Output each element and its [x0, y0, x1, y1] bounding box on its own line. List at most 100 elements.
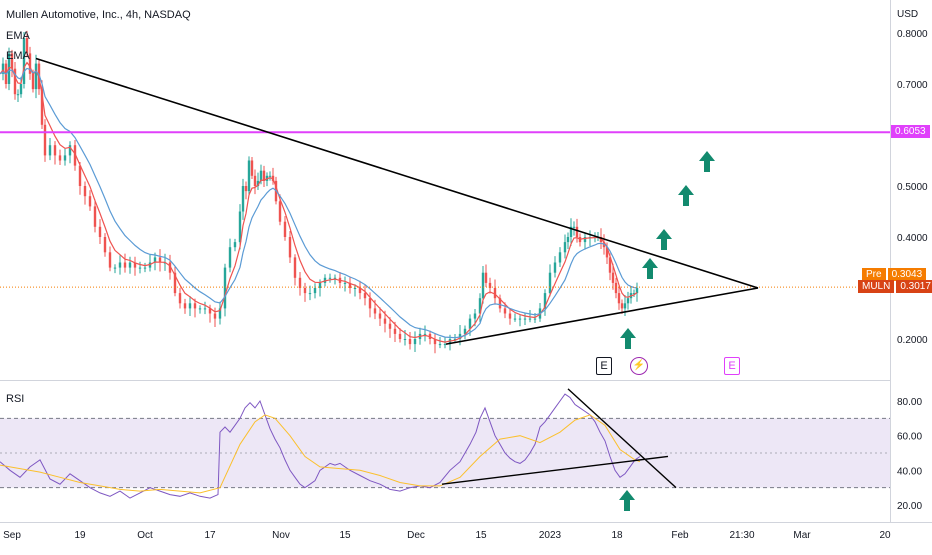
ema-indicator-label[interactable]: EMA [6, 30, 30, 42]
candle-body [383, 318, 387, 324]
rsi-label[interactable]: RSI [6, 393, 25, 405]
candle-body [73, 145, 77, 166]
time-tick-label: 21:30 [729, 530, 754, 541]
candle-body [343, 282, 347, 284]
ticker-value: 0.3017 [896, 280, 932, 294]
dividend-event-icon[interactable]: ⚡ [630, 357, 648, 375]
candle-body [393, 328, 397, 334]
candle-body [241, 186, 245, 212]
candle-body [528, 318, 532, 320]
candle-body [583, 237, 587, 243]
candle-body [408, 339, 412, 345]
rsi-tick-label: 60.00 [897, 432, 922, 443]
rsi-tick-label: 20.00 [897, 501, 922, 512]
candle-body [388, 323, 392, 329]
ema-indicator-label[interactable]: EMA [6, 50, 30, 62]
target-arrow-icon [678, 185, 694, 206]
candle-body [572, 226, 576, 228]
resistance-badge: 0.6053 [891, 125, 930, 139]
candle-body [308, 293, 312, 295]
candle-body [158, 257, 162, 263]
time-tick-label: 2023 [539, 530, 562, 541]
candle-body [503, 308, 507, 314]
ema-fast-line [0, 61, 638, 343]
candle-body [228, 247, 232, 268]
future-earnings-icon[interactable]: E [724, 357, 740, 375]
candle-body [188, 303, 192, 309]
candle-body [373, 308, 377, 314]
candle-body [43, 124, 47, 156]
candle-body [493, 288, 497, 299]
time-tick-label: 20 [879, 530, 891, 541]
candle-body [543, 293, 547, 309]
candle-body [548, 272, 552, 294]
candle-body [253, 175, 257, 186]
candle-body [353, 288, 357, 289]
ticker-badge: MULN 0.3017 [858, 280, 932, 294]
ticker-label: MULN [858, 280, 895, 294]
candle-body [256, 180, 260, 186]
candle-body [244, 186, 248, 192]
candle-body [78, 165, 82, 186]
candle-body [138, 267, 142, 269]
candle-body [626, 298, 630, 304]
candle-body [617, 293, 621, 304]
candle-body [484, 272, 488, 283]
time-tick-label: 18 [611, 530, 623, 541]
candle-body [635, 288, 639, 294]
candle-body [569, 226, 573, 237]
candle-body [233, 242, 237, 248]
time-tick-label: Nov [272, 530, 290, 541]
candle-body [620, 303, 624, 309]
candle-body [213, 313, 217, 319]
candle-body [608, 257, 612, 273]
earnings-event-icon[interactable]: E [596, 357, 612, 375]
triangle-upper-trendline[interactable] [35, 57, 759, 289]
premarket-label: Pre [862, 267, 886, 281]
target-arrow-icon [620, 328, 636, 349]
candle-body [118, 262, 122, 268]
candle-body [31, 73, 35, 90]
candle-body [53, 145, 57, 156]
candle-body [523, 318, 527, 320]
triangle-lower-trendline[interactable] [445, 287, 759, 345]
candle-body [623, 303, 627, 309]
candle-body [13, 68, 17, 95]
candle-body [463, 328, 467, 334]
rsi-up-trendline[interactable] [441, 455, 669, 485]
candle-body [40, 89, 44, 125]
candle-body [398, 333, 402, 339]
target-arrow-icon [642, 258, 658, 279]
candle-body [58, 155, 62, 161]
currency-label: USD [897, 9, 919, 20]
candle-body [328, 277, 332, 279]
time-tick-label: 19 [74, 530, 86, 541]
rsi-line [0, 393, 641, 499]
candle-body [262, 170, 266, 181]
target-arrows [619, 151, 715, 511]
candle-body [611, 272, 615, 283]
candle-body [16, 94, 20, 96]
candle-body [247, 160, 251, 192]
candle-body [88, 196, 92, 207]
rsi-down-trendline[interactable] [567, 388, 677, 489]
price-tick-label: 0.2000 [897, 335, 928, 346]
rsi-tick-label: 40.00 [897, 466, 922, 477]
chart-title: Mullen Automotive, Inc., 4h, NASDAQ [6, 9, 191, 21]
price-tick-label: 0.7000 [897, 80, 928, 91]
candle-body [208, 308, 212, 314]
ema-layer [0, 61, 638, 343]
candle-body [133, 262, 137, 268]
candle-body [143, 267, 147, 269]
candle-body [333, 277, 337, 279]
price-tick-label: 0.4000 [897, 233, 928, 244]
candle-body [378, 313, 382, 319]
candle-body [19, 84, 23, 95]
rsi-tick-label: 80.00 [897, 397, 922, 408]
candle-body [558, 252, 562, 263]
candle-body [488, 282, 492, 288]
candle-body [605, 247, 609, 258]
candle-body [123, 262, 127, 268]
